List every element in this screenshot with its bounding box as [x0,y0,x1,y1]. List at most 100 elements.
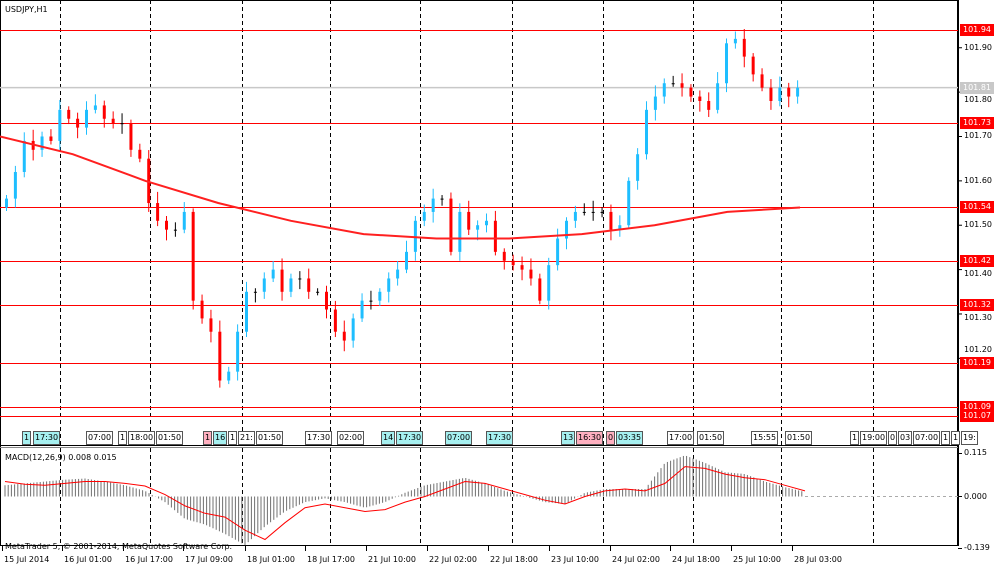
price-tick-label: 101.80 [964,95,992,105]
price-tick-label: 101.20 [964,345,992,355]
candle-body [102,105,106,119]
time-tick-label: 16 Jul 01:00 [64,555,112,564]
candle-body [742,38,746,57]
candle-body [262,278,266,292]
candle-body [396,269,400,279]
event-marker[interactable]: 1 [941,431,951,445]
event-marker[interactable]: 19: [961,431,978,445]
candle-body [565,220,568,239]
candle-body [591,211,595,213]
candle-body [387,278,391,292]
candle-body [698,96,702,101]
event-marker[interactable]: 14 [381,431,396,445]
event-marker[interactable]: 1 [22,431,32,445]
event-marker[interactable]: 01:50 [256,431,284,445]
candle-body [600,211,604,213]
candle-body [138,149,142,159]
event-marker[interactable]: 02:00 [337,431,365,445]
candle-body [271,269,275,279]
candle-body [298,278,302,280]
candle-body [333,309,337,332]
event-marker[interactable]: 1 [203,431,213,445]
price-tick-label: 101.70 [964,131,992,141]
price-tick-label: 101.40 [964,268,992,278]
event-marker[interactable]: 1 [228,431,238,445]
time-tick-label: 28 Jul 03:00 [794,555,842,564]
candle-body [405,251,408,270]
event-marker[interactable]: 0 [606,431,616,445]
candle-body [449,198,453,252]
candle-body [769,87,773,101]
event-marker[interactable]: 17:30 [33,431,61,445]
level-price-label: 101.19 [960,356,994,369]
level-price-label: 101.07 [960,410,994,423]
event-marker[interactable]: 01:50 [156,431,184,445]
time-tick-label: 24 Jul 18:00 [672,555,720,564]
time-tick-label: 22 Jul 02:00 [429,555,477,564]
time-tick-label: 21 Jul 10:00 [368,555,416,564]
event-marker[interactable]: 17:30 [396,431,424,445]
candle-body [538,278,542,301]
axes [2,0,962,551]
event-marker[interactable]: 19:00 [860,431,888,445]
candle-body [173,229,177,231]
candle-body [49,136,53,141]
candle-body [289,278,293,292]
horizontal-levels[interactable] [0,30,958,417]
candle-body [520,265,524,270]
candle-body [556,238,560,266]
candle-body [778,87,782,101]
candle-body [182,211,186,230]
candle-body [502,251,506,261]
candle-body [85,109,88,128]
candle-body [209,318,213,332]
candle-body [689,87,693,97]
event-marker[interactable]: 01:50 [785,431,813,445]
time-tick-label: 16 Jul 17:00 [125,555,173,564]
moving-average-line [0,135,801,240]
event-marker[interactable]: 03:35 [616,431,644,445]
chart-frame [0,0,958,546]
event-marker[interactable]: 07:00 [86,431,114,445]
event-marker[interactable]: 1 [951,431,961,445]
candle-body [245,291,248,332]
candle-body [316,291,320,293]
candle-body [40,136,44,150]
event-marker[interactable]: 1 [118,431,128,445]
event-marker[interactable]: 03 [898,431,913,445]
candle-body [156,203,160,221]
candle-body [129,123,133,150]
candle-body [369,300,373,302]
candle-body [573,211,577,221]
event-marker[interactable]: 13 [561,431,576,445]
event-marker[interactable]: 16 [213,431,228,445]
candle-body [760,74,764,88]
candles [5,28,800,388]
candle-body [431,198,435,212]
candle-body [725,43,728,84]
event-marker[interactable]: 17:30 [486,431,514,445]
candle-body [93,105,97,110]
macd-indicator [4,455,958,546]
time-tick-label: 22 Jul 18:00 [490,555,538,564]
time-tick-label: 17 Jul 09:00 [185,555,233,564]
event-marker[interactable]: 15:55 [751,431,779,445]
event-marker[interactable]: 1 [850,431,860,445]
candle-body [76,118,80,128]
candle-body [493,220,497,252]
macd-tick-label: 0.115 [964,448,987,458]
event-marker[interactable]: 21: [238,431,255,445]
event-marker[interactable]: 07:00 [445,431,473,445]
candle-body [547,265,551,301]
candle-body [582,211,586,213]
event-marker[interactable]: 0 [888,431,898,445]
macd-signal-line [4,466,806,541]
event-marker[interactable]: 07:00 [913,431,941,445]
event-marker[interactable]: 16:30 [576,431,604,445]
event-marker[interactable]: 18:00 [128,431,156,445]
event-marker[interactable]: 17:00 [667,431,695,445]
time-tick-label: 24 Jul 02:00 [612,555,660,564]
event-marker[interactable]: 01:50 [697,431,725,445]
event-marker[interactable]: 17:30 [305,431,333,445]
